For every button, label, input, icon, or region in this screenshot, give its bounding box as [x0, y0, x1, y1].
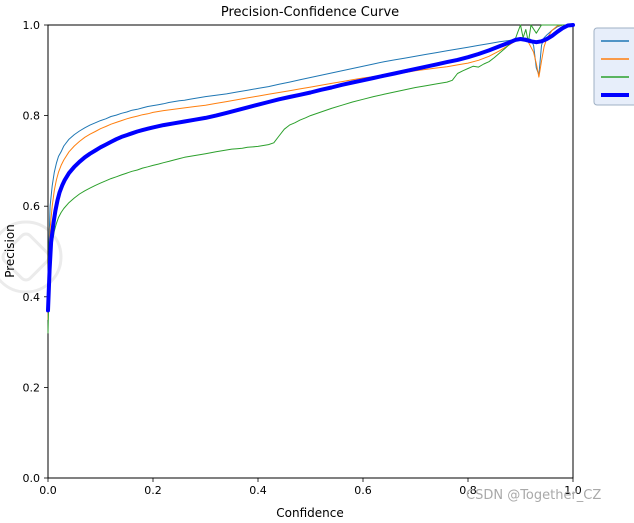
x-axis-label: Confidence	[276, 506, 343, 520]
series-line-blue-thin	[47, 24, 574, 307]
logo-watermark-diamond	[1, 232, 51, 282]
y-tick-label: 0.4	[23, 291, 41, 304]
legend-box	[593, 27, 634, 106]
x-tick-label: 0.2	[144, 484, 162, 497]
y-tick-label: 0.0	[23, 472, 41, 485]
y-tick-label: 0.2	[23, 381, 41, 394]
x-tick-label: 0.6	[354, 484, 372, 497]
y-ticks: 0.0 0.2 0.4 0.6 0.8 1.0	[23, 19, 48, 485]
y-axis-label: Precision	[3, 224, 17, 278]
y-tick-label: 0.6	[23, 200, 41, 213]
legend	[593, 27, 634, 106]
series-line-blue-thick	[46, 23, 575, 313]
series-line-green	[47, 24, 574, 334]
y-tick-label: 0.8	[23, 110, 41, 123]
logo-watermark-circle	[0, 220, 63, 294]
x-tick-label: 0.0	[39, 484, 57, 497]
plot-area	[47, 24, 574, 479]
watermark-text: CSDN @Together_CZ	[466, 488, 601, 503]
chart-title: Precision-Confidence Curve	[221, 5, 399, 20]
series-line-orange	[47, 24, 574, 320]
y-tick-label: 1.0	[23, 19, 41, 32]
x-tick-label: 0.4	[249, 484, 267, 497]
x-tick-label: 0.8	[459, 484, 477, 497]
x-ticks: 0.0 0.2 0.4 0.6 0.8 1.0	[39, 478, 582, 497]
series-lines	[46, 23, 575, 334]
logo-watermark	[0, 220, 63, 294]
legend-samples	[601, 40, 629, 97]
x-tick-label: 1.0	[564, 484, 582, 497]
